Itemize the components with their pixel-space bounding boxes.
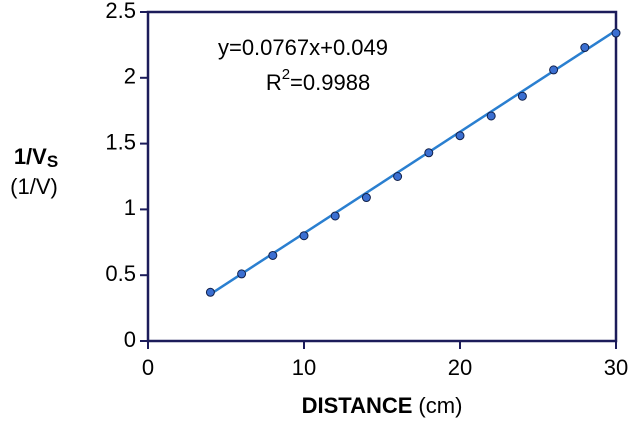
data-point	[268, 250, 278, 260]
y-axis-unit: (1/V)	[10, 174, 58, 199]
y-axis-label: 1/VS	[14, 144, 58, 172]
x-tick-label: 10	[292, 355, 316, 380]
y-tick-label: 2	[124, 64, 136, 89]
data-point	[237, 269, 247, 279]
plot-frame	[146, 10, 618, 343]
data-point	[361, 193, 371, 203]
data-point	[455, 131, 465, 141]
x-tick-label: 30	[604, 355, 628, 380]
fit-line	[209, 29, 617, 296]
data-point	[486, 111, 496, 121]
y-tick-label: 2.5	[105, 0, 136, 23]
data-point	[299, 231, 309, 241]
y-tick-label: 0.5	[105, 261, 136, 286]
x-axis-label: DISTANCE (cm)	[302, 393, 463, 418]
y-tick-label: 1.5	[105, 129, 136, 154]
x-label-main: DISTANCE	[302, 393, 413, 418]
r-sup: 2	[282, 66, 290, 83]
data-point	[205, 287, 215, 297]
data-point	[580, 43, 590, 53]
data-point	[330, 211, 340, 221]
data-point	[393, 172, 403, 181]
x-label-unit: (cm)	[418, 393, 462, 418]
y-label-main: 1/V	[14, 144, 47, 169]
y-tick-label: 0	[124, 327, 136, 352]
data-point	[517, 91, 527, 101]
r-squared: R2=0.9988	[266, 66, 370, 95]
x-tick-label: 20	[448, 355, 472, 380]
data-point	[611, 28, 621, 38]
r-rest: =0.9988	[290, 70, 370, 95]
x-tick-label: 0	[142, 355, 154, 380]
y-tick-label: 1	[124, 195, 136, 220]
data-point	[549, 65, 559, 75]
data-point	[424, 148, 434, 158]
r-base: R	[266, 70, 282, 95]
equation: y=0.0767x+0.049	[218, 35, 388, 60]
y-label-sub: S	[47, 152, 58, 171]
